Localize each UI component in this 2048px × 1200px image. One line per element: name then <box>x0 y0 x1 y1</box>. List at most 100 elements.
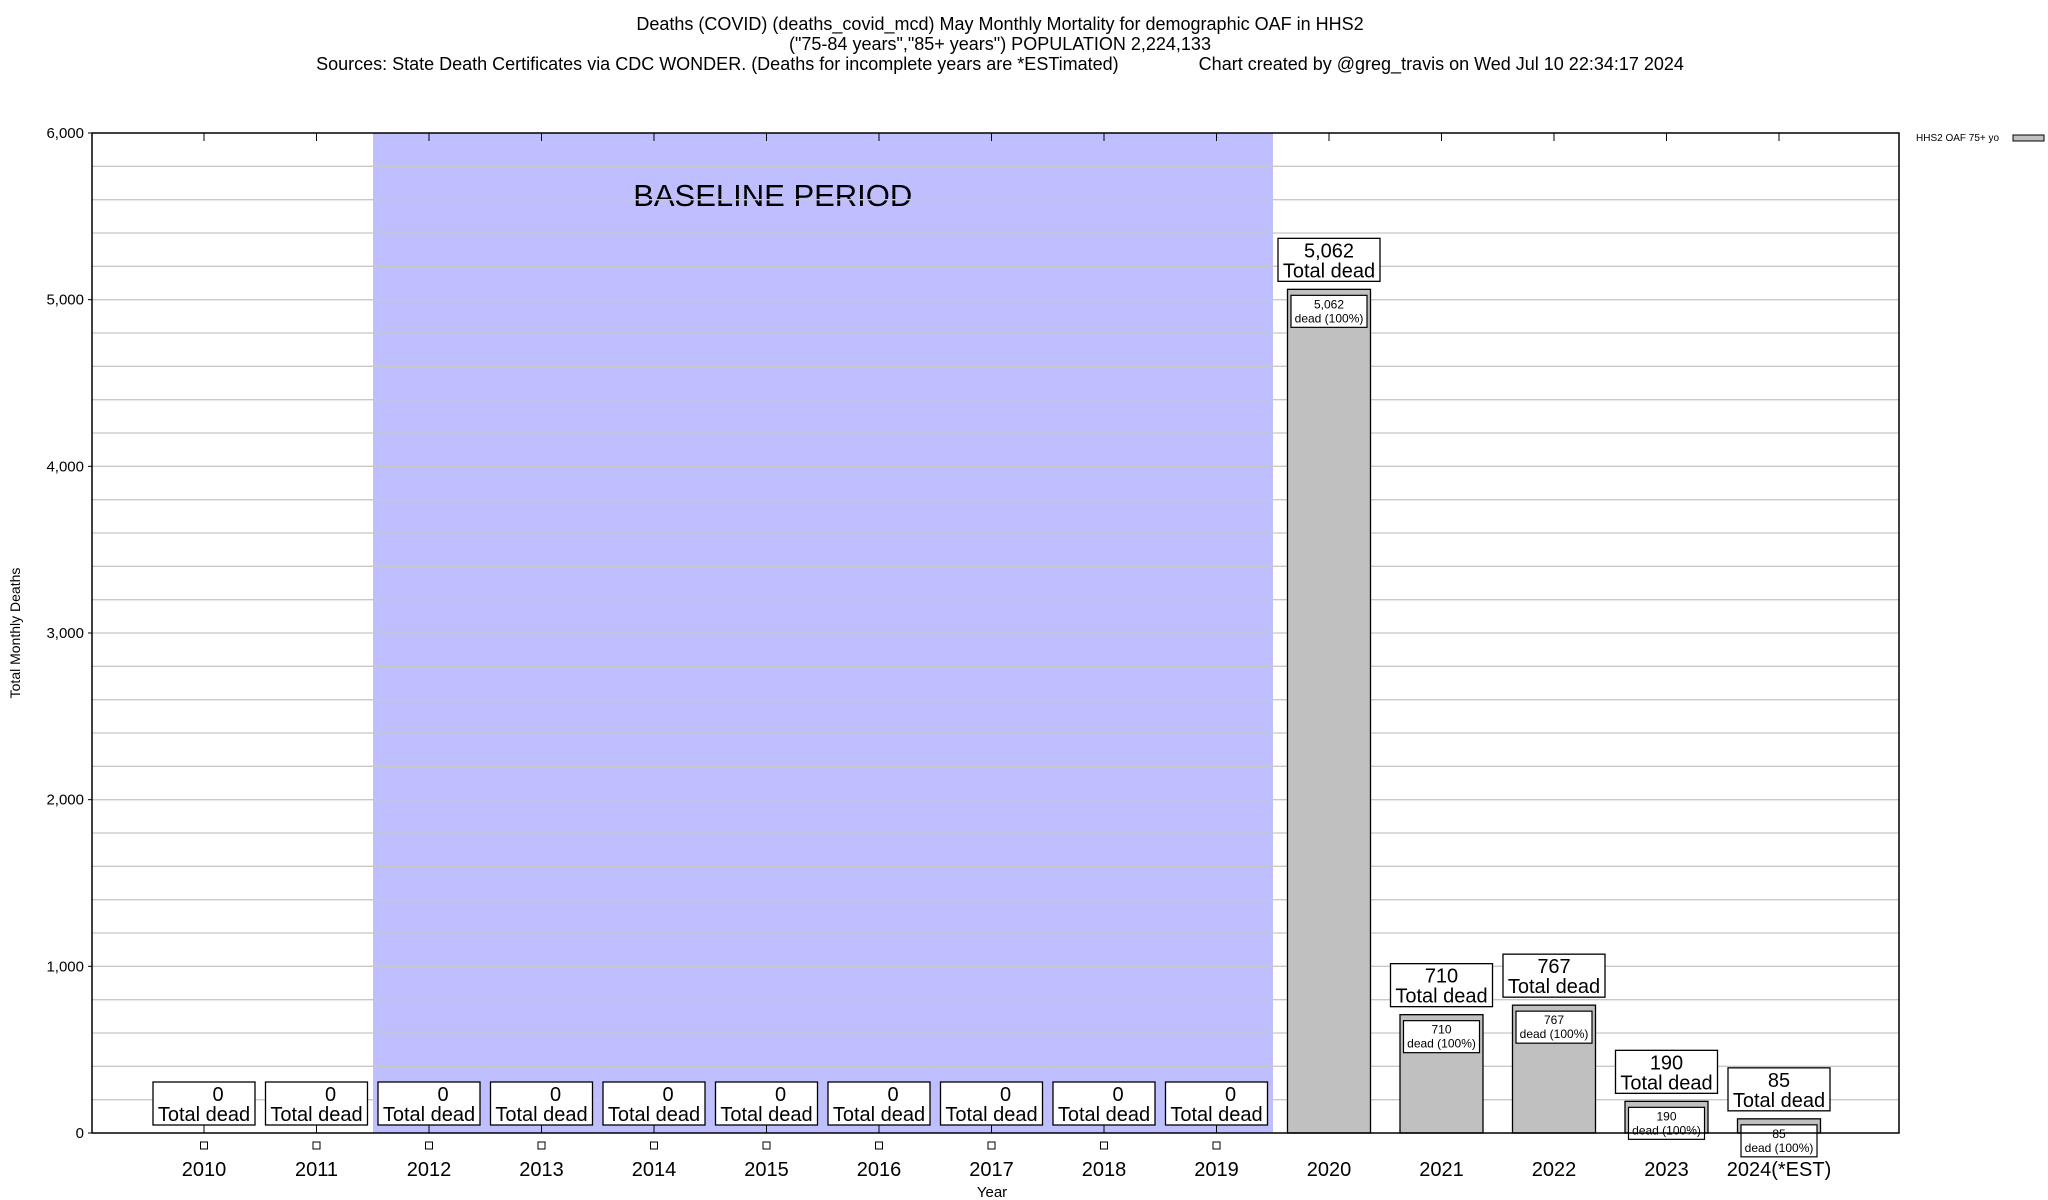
y-tick-label: 3,000 <box>46 625 84 642</box>
bar-total-value: 0 <box>1000 1084 1011 1106</box>
y-tick-label: 1,000 <box>46 958 84 975</box>
bar-total-value: 0 <box>775 1084 786 1106</box>
x-axis-label: Year <box>977 1184 1007 1200</box>
bar-total-label-box <box>489 1081 594 1126</box>
bar-inner-value: 85 <box>1772 1127 1786 1141</box>
x-tick-label: 2024(*EST) <box>1727 1159 1832 1181</box>
chart-title-line1: Deaths (COVID) (deaths_covid_mcd) May Mo… <box>636 14 1363 35</box>
x-tick-label: 2020 <box>1307 1159 1352 1181</box>
bar-total-value: 0 <box>550 1084 561 1106</box>
bar-total-label: Total dead <box>270 1104 362 1126</box>
bar-inner-label: dead (100%) <box>1407 1037 1476 1051</box>
bar-inner-value: 190 <box>1656 1109 1676 1123</box>
x-tick-label: 2013 <box>519 1159 564 1181</box>
bar-total-label-box <box>827 1081 931 1126</box>
bar-total-label-box <box>264 1081 369 1126</box>
bar-inner-value: 710 <box>1431 1023 1451 1037</box>
bar-total-value: 710 <box>1425 966 1458 988</box>
bar-total-label: Total dead <box>1508 976 1600 998</box>
y-tick-label: 6,000 <box>46 125 84 142</box>
empty-bar-marker <box>875 1141 883 1150</box>
x-tick-label: 2021 <box>1419 1159 1464 1181</box>
bar-total-label: Total dead <box>1395 986 1487 1008</box>
bar-total-label: Total dead <box>1170 1104 1262 1126</box>
bar-total-label-box <box>1389 963 1494 1008</box>
chart-title-line2: ("75-84 years","85+ years") POPULATION 2… <box>789 34 1211 54</box>
y-tick-label: 0 <box>76 1125 84 1142</box>
bar-total-value: 0 <box>1225 1084 1236 1106</box>
bar-total-label-box <box>152 1081 256 1126</box>
x-tick-label: 2023 <box>1644 1159 1689 1181</box>
plot-border <box>91 132 1900 1134</box>
bar-total-label-box <box>1164 1081 1269 1126</box>
bar-inner-label-box <box>1740 1124 1818 1158</box>
bar-total-value: 0 <box>1112 1084 1123 1106</box>
bar-inner-label: dead (100%) <box>1632 1123 1701 1137</box>
bar-total-label: Total dead <box>495 1104 587 1126</box>
bar-total-label-box <box>377 1081 481 1126</box>
x-tick-label: 2022 <box>1532 1159 1577 1181</box>
legend-label: HHS2 OAF 75+ yo <box>1916 133 2000 144</box>
bar-total-label-box <box>602 1081 706 1126</box>
bar-total-label-box <box>1614 1049 1719 1094</box>
bar-inner-label: dead (100%) <box>1295 311 1364 325</box>
bar-inner-label-box <box>1402 1020 1481 1054</box>
empty-bar-marker <box>650 1141 658 1150</box>
bar-total-label-box <box>1052 1081 1156 1126</box>
bar-inner-label: dead (100%) <box>1745 1141 1814 1155</box>
bar-total-label: Total dead <box>608 1104 700 1126</box>
bar-total-value: 0 <box>212 1084 223 1106</box>
bar-total-label: Total dead <box>383 1104 475 1126</box>
x-tick-label: 2018 <box>1082 1159 1127 1181</box>
x-tick-label: 2010 <box>182 1159 227 1181</box>
bar-total-label: Total dead <box>1733 1090 1825 1112</box>
legend-swatch <box>2012 134 2045 142</box>
bar <box>1286 288 1372 1134</box>
bar-total-label-box <box>1502 953 1606 998</box>
bar-total-value: 0 <box>662 1084 673 1106</box>
bar-total-label-box <box>939 1081 1044 1126</box>
bar-total-label: Total dead <box>158 1104 250 1126</box>
y-tick-label: 4,000 <box>46 458 84 475</box>
bar-inner-label: dead (100%) <box>1520 1027 1589 1041</box>
bar-total-label: Total dead <box>1058 1104 1150 1126</box>
bar-total-value: 0 <box>887 1084 898 1106</box>
bar-inner-label-box <box>1627 1106 1706 1140</box>
empty-bar-marker <box>1212 1141 1221 1150</box>
bar-inner-value: 767 <box>1544 1013 1564 1027</box>
bar-total-label-box <box>1277 237 1381 282</box>
bar-total-label-box <box>1727 1067 1831 1112</box>
bar-total-label: Total dead <box>945 1104 1037 1126</box>
empty-bar-marker <box>1100 1141 1108 1150</box>
bar-total-value: 5,062 <box>1304 240 1354 262</box>
empty-bar-marker <box>762 1141 771 1150</box>
x-tick-label: 2016 <box>857 1159 902 1181</box>
baseline-period-label: BASELINE PERIOD <box>633 178 912 213</box>
bar-total-value: 85 <box>1768 1070 1790 1092</box>
bar-total-value: 767 <box>1537 956 1570 978</box>
bar-total-value: 0 <box>437 1084 448 1106</box>
bar-inner-label-box <box>1290 294 1368 328</box>
x-tick-label: 2011 <box>295 1159 338 1181</box>
bar-total-label: Total dead <box>833 1104 925 1126</box>
bar-total-label-box <box>714 1081 819 1126</box>
empty-bar-marker <box>537 1141 546 1150</box>
empty-bar-marker <box>312 1141 321 1150</box>
bar-total-label: Total dead <box>720 1104 812 1126</box>
chart-title-line3: Sources: State Death Certificates via CD… <box>316 54 1684 75</box>
x-tick-label: 2012 <box>407 1159 452 1181</box>
bar-inner-label-box <box>1515 1010 1593 1044</box>
bar-total-label: Total dead <box>1283 260 1375 282</box>
bar-inner-value: 5,062 <box>1314 297 1344 311</box>
empty-bar-marker <box>200 1141 208 1150</box>
bar-total-label: Total dead <box>1620 1072 1712 1094</box>
x-tick-label: 2019 <box>1194 1159 1239 1181</box>
x-tick-label: 2017 <box>969 1159 1014 1181</box>
y-tick-label: 2,000 <box>46 792 84 809</box>
y-axis-label: Total Monthly Deaths <box>7 568 23 699</box>
x-tick-label: 2015 <box>744 1159 789 1181</box>
bar-total-value: 190 <box>1650 1052 1683 1074</box>
y-tick-label: 5,000 <box>46 292 84 309</box>
empty-bar-marker <box>425 1141 433 1150</box>
